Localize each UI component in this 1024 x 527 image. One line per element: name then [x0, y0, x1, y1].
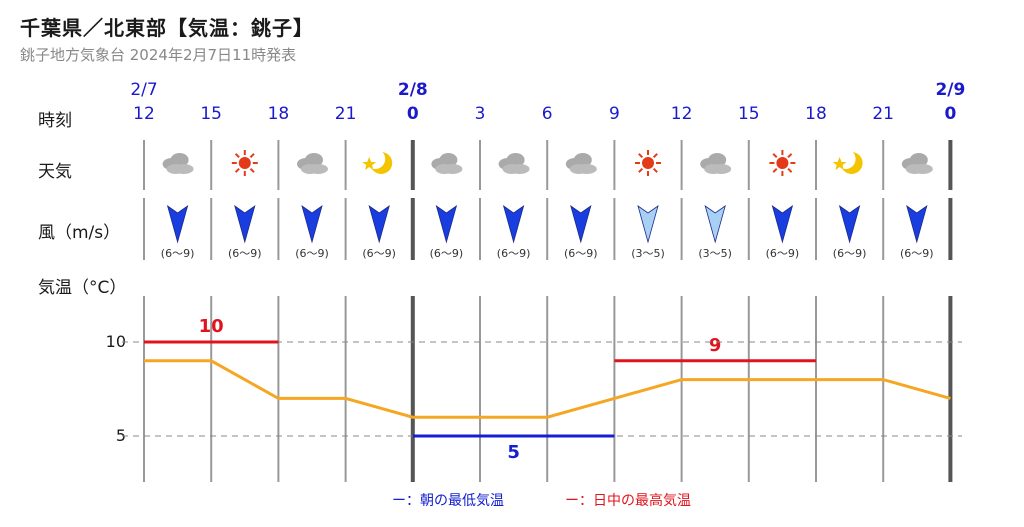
sun-ray	[787, 167, 793, 173]
hour-label: 0	[406, 104, 419, 124]
hour-label: 9	[608, 104, 620, 124]
hour-label: 12	[670, 104, 693, 124]
cloud-part	[170, 153, 189, 167]
moon-icon	[832, 149, 863, 174]
sun-ray	[772, 153, 778, 159]
wind-speed-label: (6〜9)	[564, 247, 598, 260]
temp-row-label: 気温（°C）	[38, 278, 127, 298]
cloudy-icon	[901, 153, 933, 174]
hour-label: 0	[944, 104, 957, 124]
time-row-label: 時刻	[38, 111, 72, 131]
wind-arrow-icon	[368, 205, 390, 244]
cloudy-icon	[297, 153, 328, 174]
cloudy-icon	[431, 153, 463, 174]
star-shape	[362, 157, 377, 170]
hour-label: 6	[541, 104, 553, 124]
wind-arrow-icon	[435, 205, 458, 244]
max-temp-label: 9	[708, 334, 722, 356]
sunny-icon	[769, 150, 796, 176]
hour-label: 15	[200, 104, 223, 124]
hour-label: 21	[334, 104, 357, 124]
wind-speed-label: (6〜9)	[362, 247, 396, 260]
cloudy-icon	[498, 153, 530, 174]
wind-speed-label: (6〜9)	[429, 247, 464, 260]
temperature-line	[144, 359, 951, 419]
wind-arrow-icon	[906, 205, 928, 244]
wind-arrow-icon	[838, 205, 861, 244]
cloud-part	[573, 153, 592, 167]
weather-row-label: 天気	[38, 162, 72, 182]
wind-speed-label: (6〜9)	[160, 247, 195, 260]
page-title: 千葉県／北東部【気温：銚子】	[20, 16, 314, 40]
sun-ray	[638, 167, 644, 173]
cloud-part	[506, 153, 525, 167]
legend-min-temp: ー：朝の最低気温	[392, 493, 504, 509]
wind-speed-label: (6〜9)	[832, 247, 867, 260]
wind-speed-label: (6〜9)	[228, 247, 262, 260]
wind-arrow-icon	[704, 205, 726, 244]
min-temp-label: 5	[507, 442, 520, 463]
hour-label: 15	[737, 104, 760, 124]
cloud-part	[704, 164, 723, 174]
cloud-part	[708, 153, 727, 167]
date-label: 2/7	[130, 80, 158, 100]
sun-ray	[787, 153, 793, 159]
cloud-part	[305, 153, 323, 167]
cloud-part	[439, 153, 458, 167]
sun-ray	[638, 153, 644, 159]
cloud-part	[909, 153, 928, 167]
hour-label: 12	[133, 104, 155, 124]
star-shape	[832, 157, 847, 170]
cloudy-icon	[162, 153, 194, 174]
sunny-icon	[635, 150, 661, 176]
hour-label: 18	[805, 104, 827, 124]
cloudy-icon	[565, 153, 597, 174]
wind-speed-label: (6〜9)	[900, 247, 934, 260]
wind-speed-label: (6〜9)	[765, 247, 800, 260]
cloud-part	[301, 164, 319, 174]
wind-arrow-icon	[301, 205, 323, 244]
wind-arrow-icon	[570, 205, 592, 244]
y-tick-label: 5	[115, 426, 126, 445]
date-label: 2/9	[935, 80, 966, 100]
cloud-part	[435, 164, 454, 174]
cloud-part	[166, 164, 185, 174]
sun-disc	[238, 157, 251, 169]
sun-ray	[234, 167, 240, 173]
issued-info: 銚子地方気象台 2024年2月7日11時発表	[20, 46, 297, 64]
sun-ray	[652, 153, 658, 159]
wind-arrow-icon	[637, 205, 659, 244]
sun-ray	[234, 153, 240, 159]
sun-ray	[249, 167, 255, 173]
cloudy-icon	[700, 153, 732, 174]
hour-label: 18	[267, 104, 290, 124]
wind-speed-label: (3〜5)	[698, 247, 732, 260]
cloud-part	[569, 164, 588, 174]
hour-label: 3	[474, 104, 486, 124]
sun-disc	[776, 157, 789, 169]
sun-ray	[772, 167, 778, 173]
hour-label: 21	[872, 104, 895, 124]
sun-ray	[652, 167, 658, 173]
sun-disc	[642, 157, 654, 169]
wind-arrow-icon	[771, 205, 794, 244]
y-tick-label: 10	[105, 332, 126, 351]
wind-arrow-icon	[166, 205, 189, 244]
date-label: 2/8	[397, 80, 428, 100]
wind-arrow-icon	[502, 205, 525, 244]
sunny-icon	[231, 150, 258, 176]
wind-speed-label: (3〜5)	[631, 247, 665, 260]
wind-row-label: 風（m/s）	[38, 223, 121, 243]
sun-ray	[249, 153, 255, 159]
wind-speed-label: (6〜9)	[295, 247, 329, 260]
legend-max-temp: ー：日中の最高気温	[565, 493, 691, 509]
cloud-part	[905, 164, 924, 174]
cloud-part	[502, 164, 521, 174]
wind-arrow-icon	[234, 205, 256, 244]
wind-speed-label: (6〜9)	[496, 247, 531, 260]
moon-icon	[362, 149, 393, 174]
